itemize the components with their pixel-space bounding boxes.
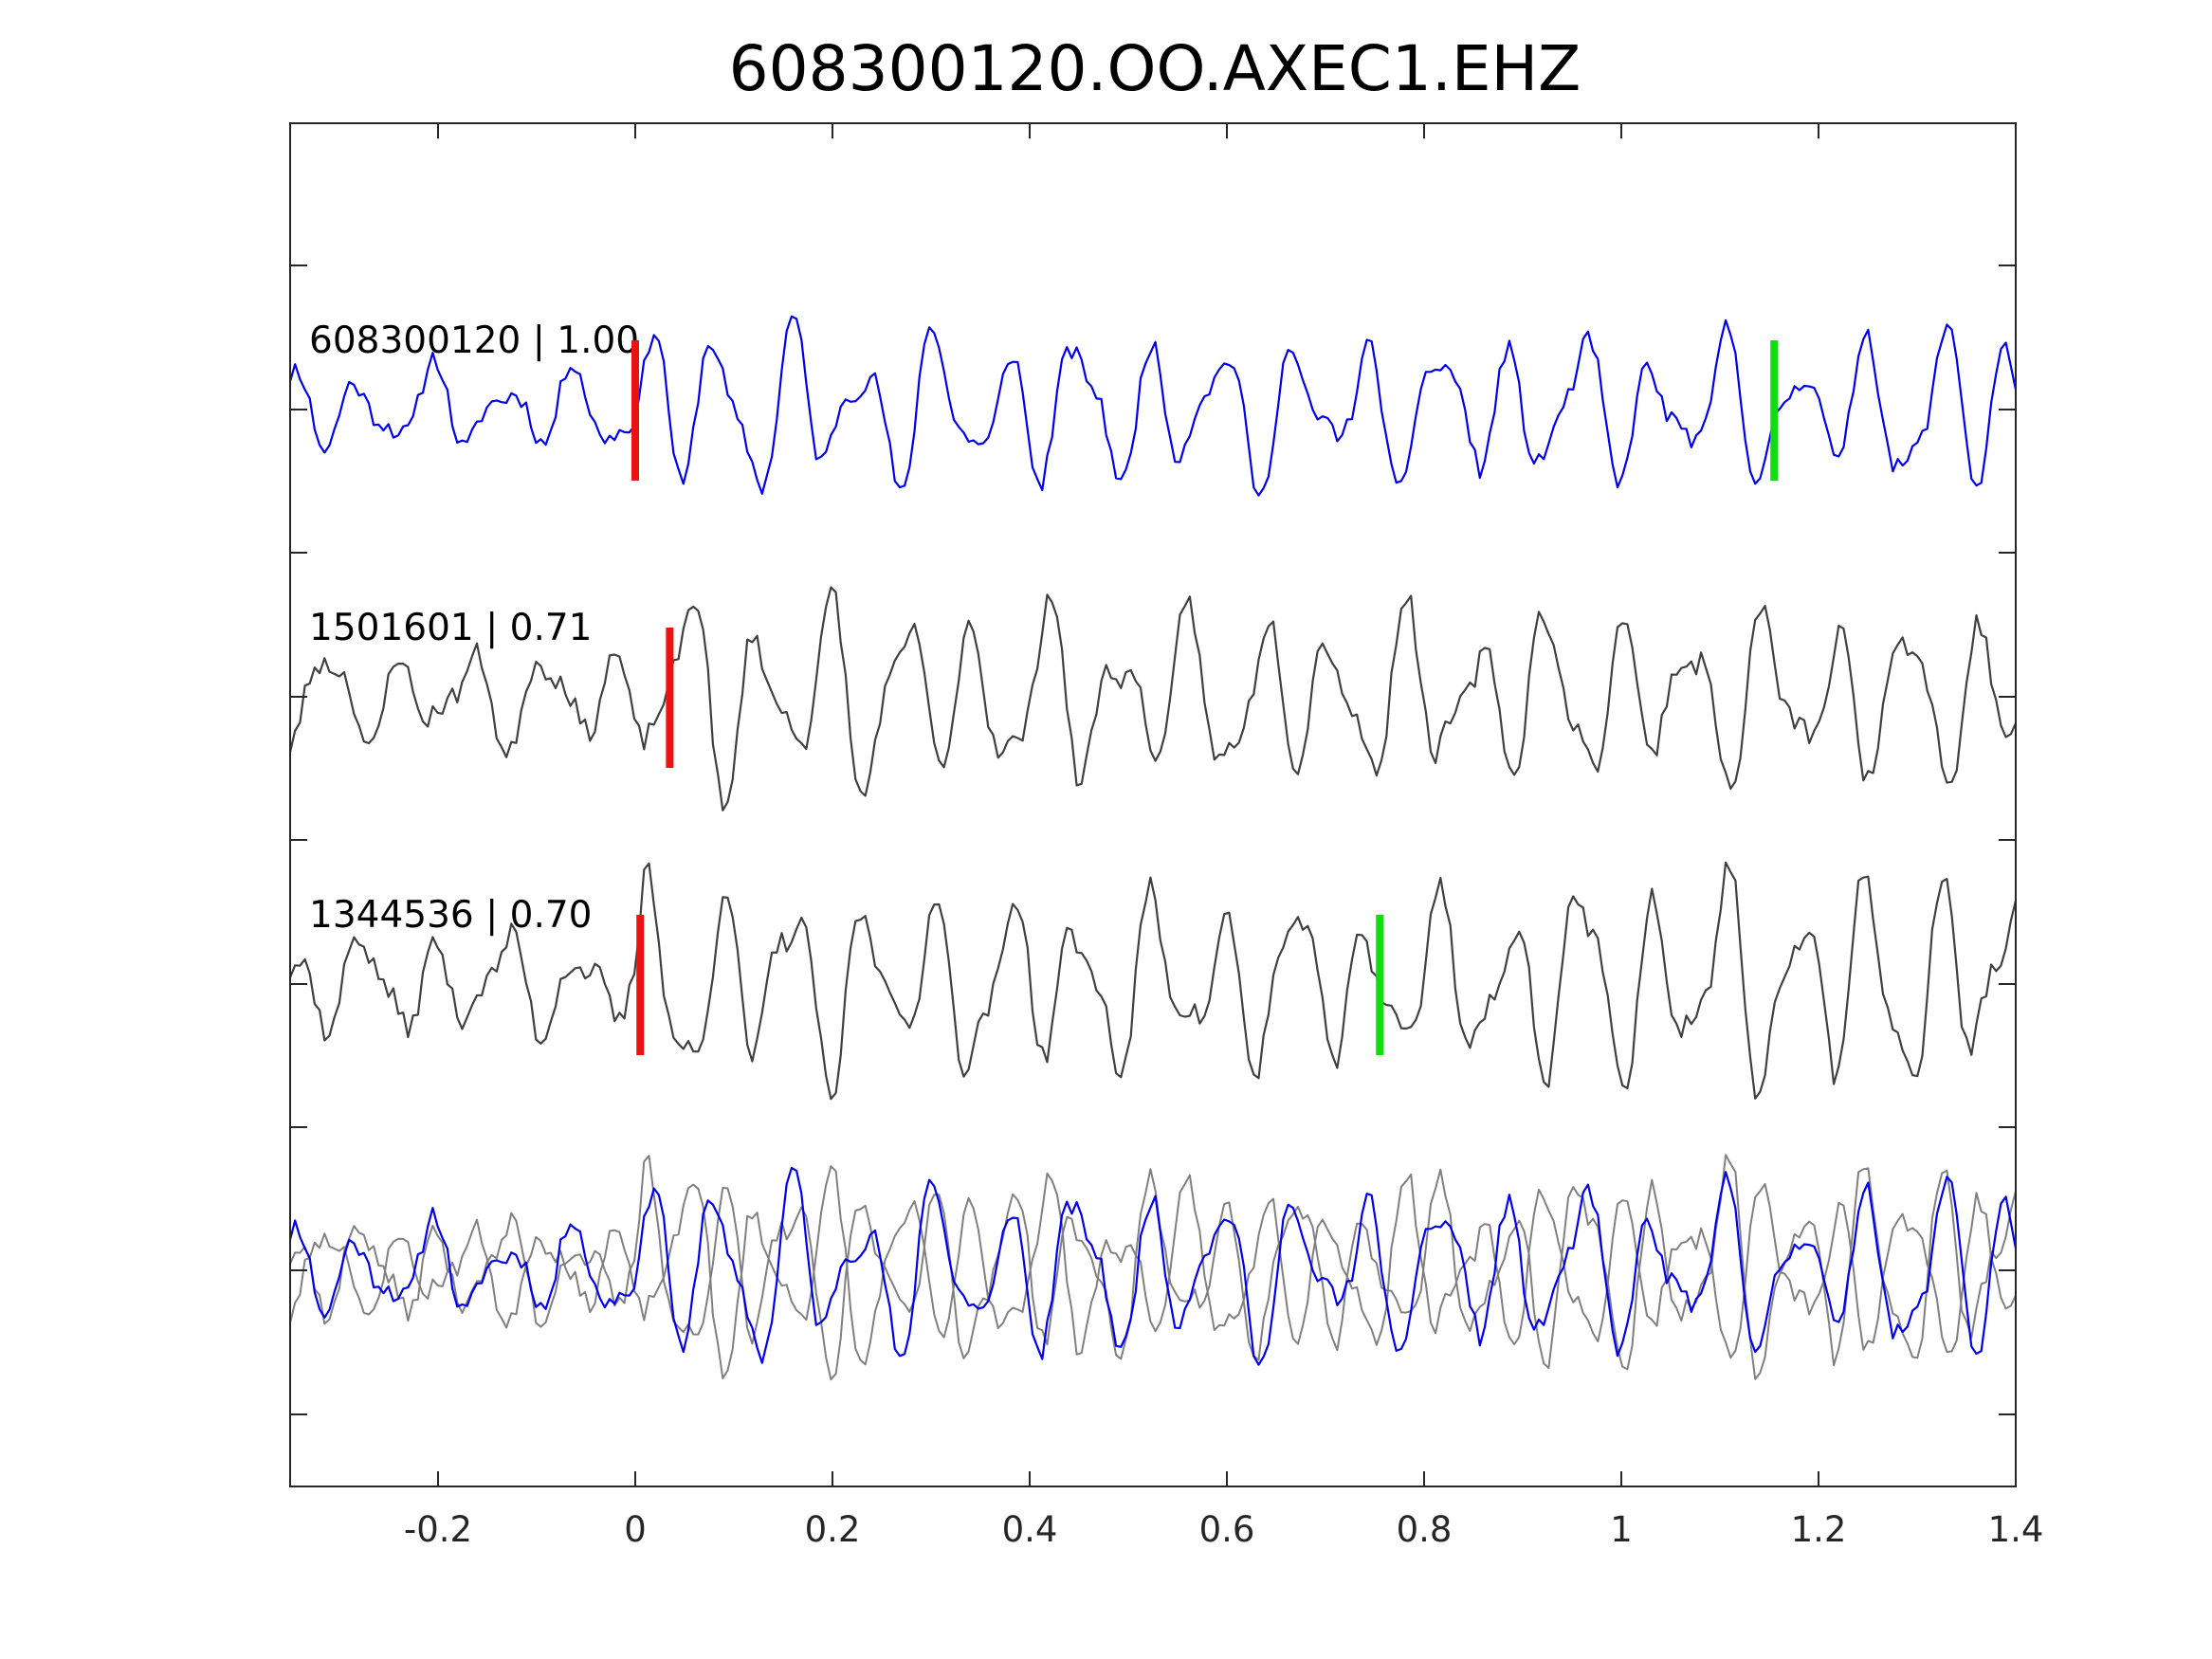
trace-1501601: [288, 586, 2018, 811]
trace-1344536: [288, 861, 2018, 1101]
x-tick-label: 1: [1610, 1509, 1633, 1550]
x-tick-label: 0: [624, 1509, 647, 1550]
axes-frame: [289, 122, 2017, 1487]
x-tick-label: 0.2: [805, 1509, 861, 1550]
chart-title: 608300120.OO.AXEC1.EHZ: [729, 32, 1581, 105]
x-tick-label: 1.4: [1988, 1509, 2044, 1550]
x-tick-label: 0.4: [1002, 1509, 1058, 1550]
trace-label-1344536: 1344536 | 0.70: [309, 894, 592, 937]
x-tick-label: 1.2: [1791, 1509, 1847, 1550]
overlay-trace-608300120: [288, 1166, 2018, 1366]
x-tick-label: 0.8: [1397, 1509, 1453, 1550]
x-tick-label: 0.6: [1199, 1509, 1255, 1550]
overlay-trace-1344536: [289, 1154, 2017, 1381]
trace-label-608300120: 608300120 | 1.00: [309, 319, 639, 362]
trace-608300120: [288, 315, 2018, 497]
overlay-trace-1501601: [289, 1165, 2017, 1379]
trace-label-1501601: 1501601 | 0.71: [309, 607, 592, 649]
plot-area: 608300120 | 1.00 1501601 | 0.71 1344536 | …: [288, 122, 2044, 1550]
x-tick-label: -0.2: [404, 1509, 472, 1550]
